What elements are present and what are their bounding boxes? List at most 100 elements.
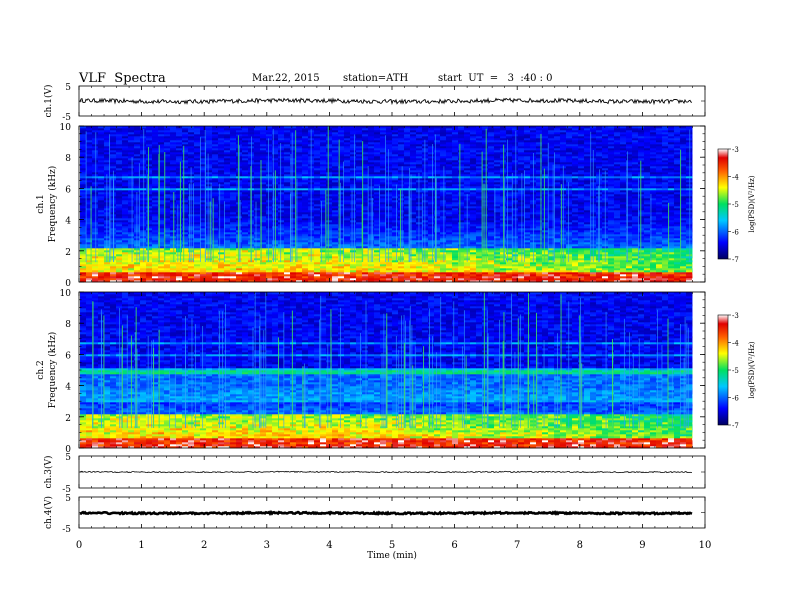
spectrogram-cell	[584, 262, 591, 265]
spectrogram-cell	[218, 216, 225, 219]
spectrogram-cell	[374, 208, 381, 211]
spectrogram-cell	[200, 200, 207, 203]
spectrogram-cell	[128, 266, 135, 269]
spectrogram-cell	[242, 196, 249, 199]
spectrogram-cell	[578, 268, 585, 271]
spectrogram-cell	[440, 252, 447, 255]
spectrogram-cell	[134, 186, 141, 189]
spectrogram-cell	[584, 236, 591, 239]
spectrogram-cell	[338, 276, 345, 279]
spectrogram-cell	[548, 250, 555, 253]
spectrogram-cell	[608, 240, 615, 243]
spectrogram-cell	[332, 206, 339, 209]
spectrogram-cell	[158, 242, 165, 245]
spectrogram-cell	[446, 250, 453, 253]
spectrogram-cell	[506, 252, 513, 255]
spectrogram-cell	[476, 236, 483, 239]
spectrogram-cell	[572, 252, 579, 255]
spectrogram-cell	[140, 224, 147, 227]
spectrogram-cell	[140, 236, 147, 239]
spectrogram-cell	[224, 204, 231, 207]
spectrogram-cell	[434, 208, 441, 211]
spectrogram-cell	[482, 258, 489, 261]
spectrogram-cell	[254, 186, 261, 189]
spectrogram-cell	[530, 276, 537, 279]
spectrogram-cell	[548, 226, 555, 229]
spectrogram-cell	[140, 280, 147, 283]
spectrogram-cell	[128, 280, 135, 283]
spectrogram-cell	[548, 202, 555, 205]
spectrogram-cell	[200, 216, 207, 219]
spectrogram-cell	[158, 246, 165, 249]
spectrogram-cell	[362, 264, 369, 267]
spectrogram-cell	[116, 266, 123, 269]
spectrogram-cell	[308, 266, 315, 269]
spectrogram-cell	[620, 200, 627, 203]
spectrogram-cell	[92, 226, 99, 229]
spectrogram-cell	[164, 188, 171, 191]
spectrogram-cell	[230, 250, 237, 253]
spectrogram-cell	[170, 196, 177, 199]
spectrogram-cell	[482, 238, 489, 241]
spectrogram-cell	[284, 206, 291, 209]
spectrogram-cell	[356, 204, 363, 207]
spectrogram-cell	[494, 256, 501, 259]
spectrogram-cell	[260, 232, 267, 235]
spectrogram-cell	[614, 262, 621, 265]
spectrogram-cell	[392, 192, 399, 195]
spectrogram-cell	[278, 268, 285, 271]
spectrogram-cell	[302, 264, 309, 267]
spectrogram-cell	[686, 188, 693, 191]
spectrogram-cell	[116, 218, 123, 221]
spectrogram-cell	[650, 262, 657, 265]
spectrogram-cell	[596, 218, 603, 221]
spectrogram-cell	[602, 278, 609, 281]
spectrogram-cell	[146, 234, 153, 237]
spectrogram-cell	[116, 238, 123, 241]
spectrogram-cell	[122, 274, 129, 277]
spectrogram-cell	[410, 198, 417, 201]
spectrogram-cell	[410, 242, 417, 245]
spectrogram-cell	[494, 248, 501, 251]
spectrogram-cell	[356, 236, 363, 239]
spectrogram-cell	[482, 240, 489, 243]
spectrogram-cell	[278, 202, 285, 205]
spectrogram-cell	[128, 192, 135, 195]
spectrogram-cell	[434, 246, 441, 249]
spectrogram-cell	[614, 244, 621, 247]
spectrogram-cell	[596, 230, 603, 233]
spectrogram-cell	[146, 274, 153, 277]
spectrogram-cell	[236, 228, 243, 231]
spectrogram-cell	[200, 218, 207, 221]
spectrogram-cell	[140, 270, 147, 273]
spectrogram-cell	[512, 234, 519, 237]
spectrogram-cell	[254, 220, 261, 223]
spectrogram-cell	[674, 242, 681, 245]
spectrogram-cell	[494, 232, 501, 235]
spectrogram-cell	[86, 242, 93, 245]
spectrogram-cell	[566, 236, 573, 239]
spectrogram-cell	[242, 252, 249, 255]
spectrogram-cell	[566, 256, 573, 259]
spectrogram-cell	[530, 268, 537, 271]
spectrogram-cell	[224, 274, 231, 277]
spectrogram-cell	[686, 260, 693, 263]
spectrogram-cell	[488, 206, 495, 209]
spectrogram-cell	[374, 278, 381, 281]
spectrogram-cell	[128, 196, 135, 199]
spectrogram-cell	[314, 276, 321, 279]
spectrogram-cell	[320, 274, 327, 277]
spectrogram-cell	[680, 194, 687, 197]
spectrogram-cell	[422, 272, 429, 275]
spectrogram-cell	[542, 260, 549, 263]
spectrogram-cell	[584, 268, 591, 271]
spectrogram-cell	[128, 260, 135, 263]
spectrogram-cell	[404, 226, 411, 229]
spectrogram-cell	[494, 214, 501, 217]
spectrogram-cell	[494, 244, 501, 247]
spectrogram-cell	[524, 278, 531, 281]
spectrogram-cell	[350, 264, 357, 267]
spectrogram-cell	[200, 186, 207, 189]
spectrogram-cell	[494, 190, 501, 193]
spectrogram-cell	[302, 204, 309, 207]
